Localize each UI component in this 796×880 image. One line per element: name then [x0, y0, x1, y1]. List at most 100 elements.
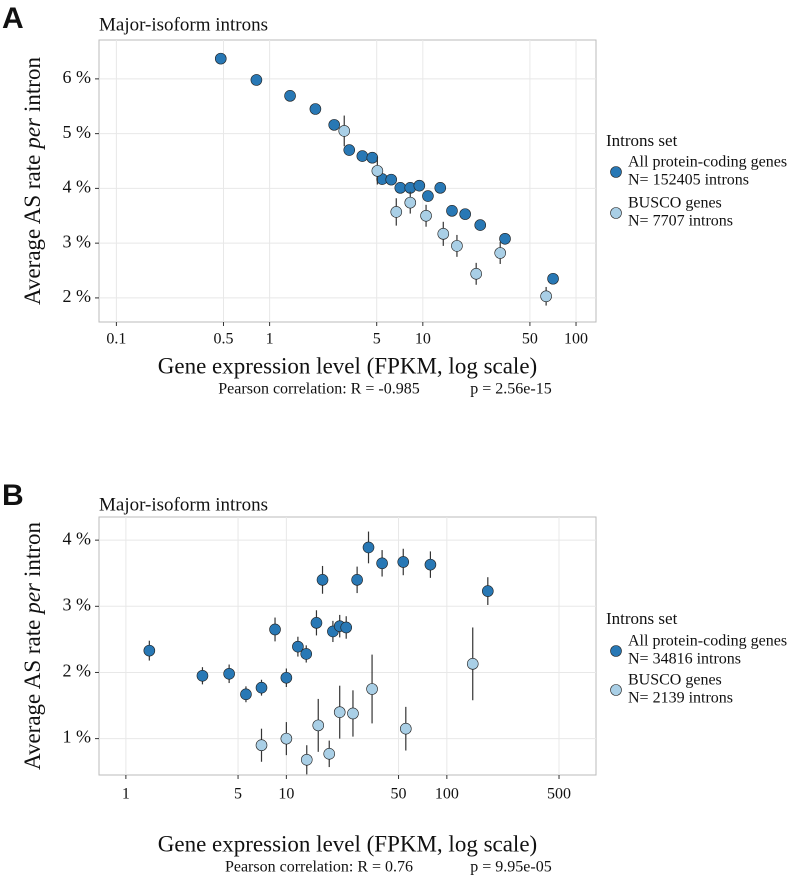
y-tick-label: 4 %	[63, 177, 92, 197]
point	[420, 209, 432, 222]
legend-count: N= 34816 introns	[628, 651, 741, 668]
point	[390, 206, 403, 218]
point	[362, 541, 375, 554]
legend-label: All protein-coding genes	[628, 633, 787, 650]
point	[316, 574, 329, 586]
point	[470, 268, 482, 280]
legend-title: Introns set	[606, 131, 678, 150]
legend-count: N= 2139 introns	[628, 690, 733, 707]
point	[451, 240, 463, 252]
y-axis-label: Average AS rate per intron	[20, 522, 45, 770]
point	[351, 574, 363, 586]
x-axis-label: Gene expression level (FPKM, log scale)	[158, 353, 537, 378]
point	[347, 707, 359, 720]
point	[397, 556, 410, 568]
legend-swatch	[610, 166, 622, 178]
legend-label: All protein-coding genes	[628, 154, 787, 171]
point	[394, 182, 407, 194]
point	[466, 658, 479, 670]
point	[284, 90, 296, 102]
point	[459, 208, 471, 220]
plot-area	[98, 516, 597, 776]
x-tick-label: 50	[391, 786, 407, 803]
point	[338, 125, 351, 137]
point	[376, 557, 388, 570]
y-axis-label-part: Average AS rate	[20, 620, 45, 770]
point	[312, 719, 325, 732]
x-tick-label: 10	[278, 786, 294, 803]
legend-label: BUSCO genes	[628, 672, 722, 689]
y-tick-label: 2 %	[63, 661, 92, 681]
point	[269, 623, 281, 636]
x-tick-label: 5	[373, 331, 381, 348]
point	[437, 228, 450, 240]
x-tick-label: 0.1	[106, 331, 126, 348]
point	[328, 119, 340, 131]
point	[250, 74, 263, 86]
point	[300, 648, 313, 660]
y-axis-label-part: per	[20, 117, 45, 151]
y-axis-label-part: Average AS rate	[20, 155, 45, 305]
legend-count: N= 152405 introns	[628, 172, 749, 189]
point	[482, 585, 494, 597]
y-tick-label: 5 %	[63, 122, 92, 142]
point	[292, 640, 304, 653]
point	[340, 621, 353, 634]
annotation: Pearson correlation: R = -0.985	[218, 381, 419, 398]
point	[143, 644, 156, 657]
y-axis-label-part: intron	[20, 57, 45, 112]
y-axis-label: Average AS rate per intron	[20, 57, 45, 305]
x-tick-label: 1	[122, 786, 130, 803]
x-tick-label: 100	[564, 331, 588, 348]
point	[333, 706, 346, 718]
point	[309, 103, 322, 115]
legend-label: BUSCO genes	[628, 195, 722, 212]
legend-swatch	[610, 645, 622, 657]
point	[240, 688, 252, 701]
legend-title: Introns set	[606, 609, 678, 628]
x-tick-label: 100	[435, 786, 459, 803]
x-tick-label: 50	[522, 331, 538, 348]
legend-count: N= 7707 introns	[628, 213, 733, 230]
y-tick-label: 2 %	[63, 286, 92, 306]
chart-title: Major-isoform introns	[99, 494, 268, 515]
point	[310, 617, 323, 629]
point	[424, 558, 437, 571]
point	[446, 205, 458, 217]
x-axis-label: Gene expression level (FPKM, log scale)	[158, 831, 537, 856]
point	[413, 179, 426, 192]
y-tick-label: 3 %	[63, 231, 92, 251]
point	[280, 732, 293, 745]
chart-title: Major-isoform introns	[99, 14, 268, 35]
x-tick-label: 5	[234, 786, 242, 803]
y-tick-label: 6 %	[63, 67, 92, 87]
point	[434, 182, 447, 194]
point	[385, 173, 398, 186]
point	[404, 196, 417, 209]
point	[300, 753, 313, 766]
annotation: Pearson correlation: R = 0.76	[225, 859, 413, 876]
y-tick-label: 1 %	[63, 727, 92, 747]
point	[499, 232, 511, 245]
x-tick-label: 500	[547, 786, 571, 803]
point	[400, 722, 412, 735]
point	[223, 667, 235, 680]
annotation: p = 2.56e-15	[470, 381, 551, 398]
point	[255, 681, 268, 694]
point	[371, 165, 384, 177]
point	[196, 669, 209, 682]
point	[214, 52, 227, 65]
annotation: p = 9.95e-05	[470, 859, 551, 876]
point	[540, 290, 552, 303]
panel-label: B	[2, 479, 24, 512]
point	[366, 151, 379, 164]
legend-swatch	[610, 207, 622, 219]
legend-swatch	[610, 684, 622, 696]
point	[280, 671, 293, 684]
point	[255, 739, 268, 752]
point	[356, 150, 369, 162]
plot-area	[98, 39, 597, 323]
point	[422, 190, 434, 202]
y-tick-label: 3 %	[63, 594, 92, 614]
